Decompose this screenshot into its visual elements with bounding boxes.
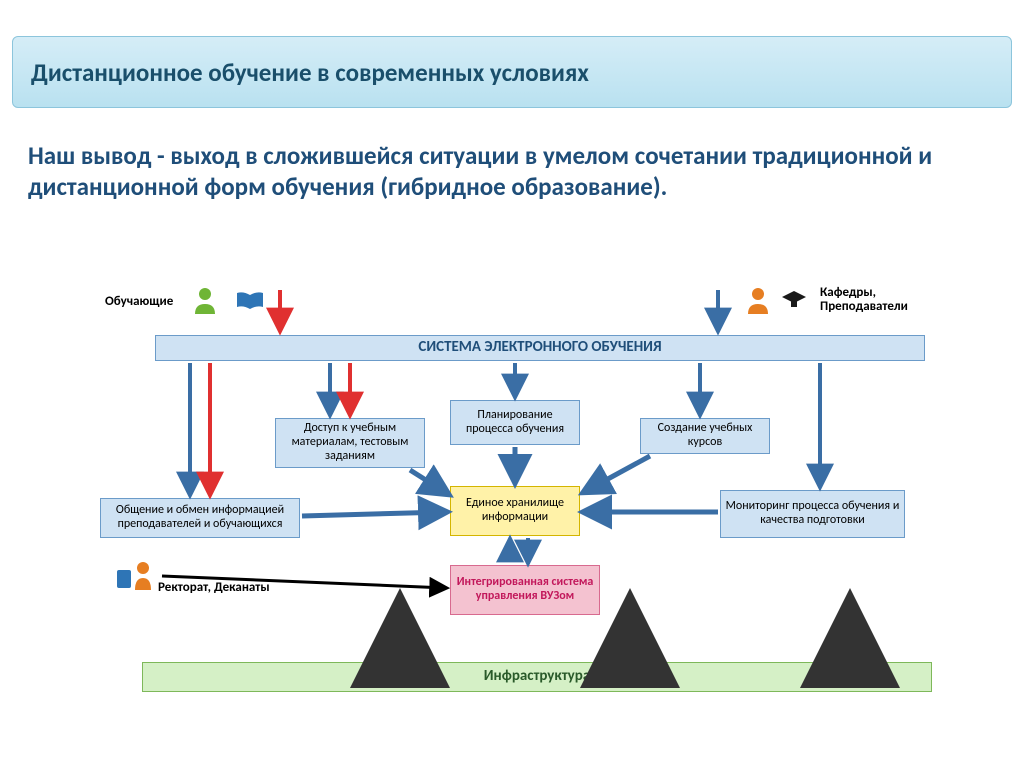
- infrastructure-box-label: Инфраструктура: [484, 668, 591, 685]
- phone-person-icon: [115, 560, 155, 598]
- courses-box: Создание учебных курсов: [640, 418, 770, 454]
- graduation-cap-icon: [780, 288, 808, 315]
- monitoring-box-label: Мониторинг процесса обучения и качества …: [725, 500, 900, 528]
- courses-box-label: Создание учебных курсов: [645, 422, 765, 450]
- diagram-container: Обучающие Кафедры, Преподаватели СИСТЕМА…: [80, 280, 950, 730]
- monitoring-box: Мониторинг процесса обучения и качества …: [720, 490, 905, 538]
- conclusion-content: Наш вывод - выход в сложившейся ситуации…: [28, 140, 932, 202]
- system-box: СИСТЕМА ЭЛЕКТРОННОГО ОБУЧЕНИЯ: [155, 335, 925, 361]
- person-icon: [745, 286, 771, 320]
- faculty-label: Кафедры, Преподаватели: [820, 286, 950, 315]
- access-box: Доступ к учебным материалам, тестовым за…: [275, 418, 425, 468]
- storage-box: Единое хранилище информации: [450, 486, 580, 536]
- students-label: Обучающие: [105, 294, 173, 309]
- person-icon: [192, 286, 218, 320]
- infrastructure-box: Инфраструктура: [142, 662, 932, 692]
- title-bar: Дистанционное обучение в современных усл…: [12, 36, 1012, 108]
- communication-box: Общение и обмен информацией преподавател…: [100, 498, 300, 538]
- management-box-label: Интегрированная система управления ВУЗом: [455, 576, 595, 604]
- faculty-label-text: Кафедры, Преподаватели: [820, 285, 908, 314]
- conclusion-text: Наш вывод - выход в сложившейся ситуации…: [28, 140, 996, 203]
- planning-box: Планирование процесса обучения: [450, 400, 580, 445]
- book-icon: [235, 290, 265, 317]
- page-title: Дистанционное обучение в современных усл…: [31, 57, 589, 88]
- system-box-label: СИСТЕМА ЭЛЕКТРОННОГО ОБУЧЕНИЯ: [418, 339, 661, 356]
- planning-box-label: Планирование процесса обучения: [455, 409, 575, 437]
- management-box: Интегрированная система управления ВУЗом: [450, 565, 600, 615]
- rectorate-label: Ректорат, Деканаты: [158, 580, 270, 595]
- communication-box-label: Общение и обмен информацией преподавател…: [105, 504, 295, 532]
- storage-box-label: Единое хранилище информации: [455, 497, 575, 525]
- access-box-label: Доступ к учебным материалам, тестовым за…: [280, 422, 420, 463]
